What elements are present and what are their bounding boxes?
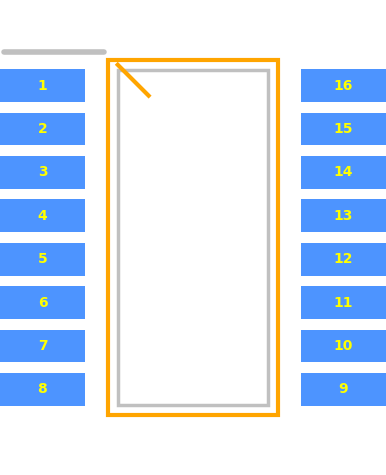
Text: 15: 15 — [334, 122, 353, 136]
Text: 1: 1 — [37, 78, 47, 93]
Text: 8: 8 — [37, 382, 47, 397]
Text: 10: 10 — [334, 339, 353, 353]
Text: 9: 9 — [339, 382, 348, 397]
Text: 7: 7 — [38, 339, 47, 353]
Text: 5: 5 — [37, 252, 47, 266]
Text: 12: 12 — [334, 252, 353, 266]
Bar — [301, 330, 386, 362]
Bar — [301, 286, 386, 319]
Bar — [301, 69, 386, 102]
Bar — [301, 373, 386, 406]
Bar — [301, 200, 386, 232]
Bar — [118, 70, 268, 405]
Bar — [301, 113, 386, 145]
Text: 4: 4 — [37, 209, 47, 223]
Bar — [0, 243, 85, 276]
Bar — [0, 330, 85, 362]
Text: 13: 13 — [334, 209, 353, 223]
Bar — [0, 200, 85, 232]
Bar — [301, 156, 386, 189]
Text: 3: 3 — [38, 165, 47, 180]
Bar — [0, 113, 85, 145]
Text: 11: 11 — [334, 295, 353, 310]
Bar — [108, 60, 278, 415]
Text: 2: 2 — [37, 122, 47, 136]
Bar — [0, 286, 85, 319]
Text: 6: 6 — [38, 295, 47, 310]
Bar — [0, 69, 85, 102]
Text: 14: 14 — [334, 165, 353, 180]
Bar — [301, 243, 386, 276]
Text: 16: 16 — [334, 78, 353, 93]
Bar — [0, 156, 85, 189]
Bar — [0, 373, 85, 406]
